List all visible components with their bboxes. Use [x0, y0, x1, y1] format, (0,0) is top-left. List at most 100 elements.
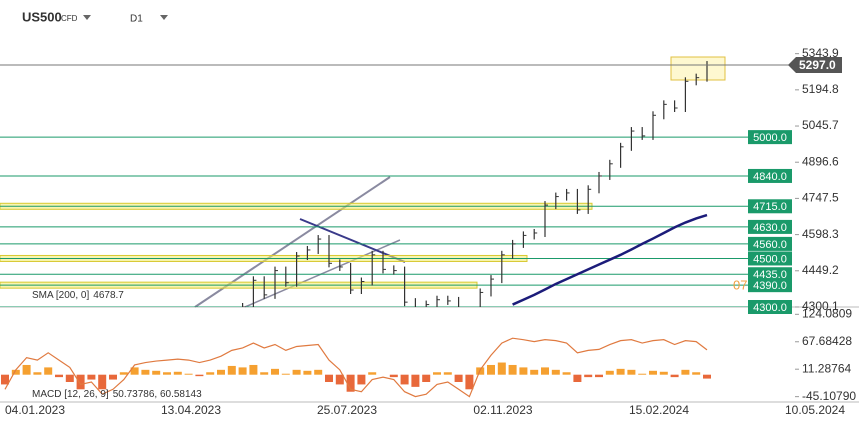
- x-tick-label: 25.07.2023: [317, 403, 377, 417]
- sma-name: SMA [200, 0]: [32, 290, 89, 301]
- timeframe-dropdown[interactable]: [160, 15, 168, 20]
- y-tick-label: 5045.7: [802, 118, 839, 132]
- macd-bar: [508, 364, 517, 375]
- macd-bar: [670, 374, 679, 378]
- timeframe[interactable]: D1: [130, 14, 143, 25]
- macd-bar: [465, 374, 474, 390]
- macd-bar: [411, 374, 420, 387]
- macd-bar: [195, 374, 204, 377]
- level-label-box: [748, 251, 792, 266]
- macd-legend: MACD [12, 26, 9] 50.73786, 60.58143: [32, 389, 202, 400]
- macd-name: MACD [12, 26, 9]: [32, 389, 109, 400]
- level-label: 4840.0: [753, 171, 787, 183]
- macd-bar: [44, 367, 53, 375]
- y-tick-label: 4598.3: [802, 227, 839, 241]
- macd-bar: [692, 372, 701, 375]
- current-label: 5297.0: [799, 58, 836, 72]
- y-tick-label: 5343.9: [802, 46, 839, 60]
- level-label-box: [748, 199, 792, 214]
- macd-bar: [271, 368, 279, 375]
- macd-value: 50.73786, 60.58143: [113, 389, 202, 400]
- highlight-box: [670, 56, 726, 81]
- macd-bar: [551, 369, 560, 375]
- macd-bar: [659, 371, 668, 375]
- symbol[interactable]: US500: [22, 9, 62, 24]
- macd-bar: [487, 364, 495, 375]
- macd-bar: [119, 372, 128, 375]
- macd-bar: [562, 372, 571, 375]
- level-label-box: [748, 219, 792, 234]
- x-tick-label: 15.02.2024: [629, 403, 689, 417]
- macd-bar: [368, 372, 377, 375]
- macd-bar: [400, 374, 409, 385]
- macd-bar: [605, 370, 614, 375]
- macd-bar: [173, 371, 182, 375]
- macd-bar: [98, 374, 107, 390]
- y-tick-label: 5194.8: [802, 82, 839, 96]
- macd-bar: [346, 374, 355, 392]
- macd-bar: [22, 364, 31, 375]
- macd-y-tick-label: -45.10790: [802, 389, 856, 403]
- macd-bar: [519, 367, 528, 375]
- x-tick-label: 02.11.2023: [473, 403, 532, 417]
- macd-bar: [238, 367, 247, 375]
- y-tick-label: 4449.2: [802, 263, 839, 277]
- macd-bar: [303, 370, 312, 375]
- macd-bar: [163, 372, 171, 375]
- macd-y-tick-label: 67.68428: [802, 334, 852, 348]
- macd-bar: [206, 372, 215, 375]
- macd-bar: [65, 374, 74, 382]
- level-label: 5000.0: [753, 132, 787, 144]
- trend-channel: [244, 239, 401, 308]
- macd-bar: [584, 374, 593, 378]
- macd-bar: [109, 374, 117, 380]
- macd-bar: [249, 364, 258, 375]
- macd-bar: [616, 368, 625, 375]
- macd-bar: [260, 372, 269, 375]
- macd-bar: [595, 374, 603, 378]
- macd-bar: [627, 369, 636, 375]
- macd-y-tick-label: 124.0809: [802, 306, 852, 320]
- sma-value: 4678.7: [93, 290, 124, 301]
- symbol-dropdown[interactable]: [83, 15, 91, 20]
- annotation: 07: [733, 278, 747, 293]
- level-label-box: [748, 168, 792, 183]
- level-label: 4715.0: [753, 201, 787, 213]
- macd-bar: [389, 374, 398, 378]
- macd-bar: [541, 367, 549, 375]
- level-label: 4500.0: [753, 253, 787, 265]
- level-label-box: [748, 236, 792, 251]
- level-label-box: [748, 300, 792, 314]
- macd-bar: [335, 374, 344, 385]
- current-label-box: [788, 57, 842, 74]
- macd-bar: [314, 369, 323, 375]
- level-label: 4390.0: [753, 280, 787, 292]
- symbol-kind: CFD: [61, 14, 78, 23]
- price-layer: [0, 61, 790, 307]
- x-tick-label: 13.04.2023: [161, 403, 221, 417]
- macd-bar: [422, 374, 431, 382]
- macd-bar: [703, 374, 711, 379]
- macd-bar: [55, 374, 63, 378]
- macd-bar: [292, 369, 301, 375]
- macd-bar: [433, 372, 441, 375]
- sma-legend: SMA [200, 0] 4678.7: [32, 290, 124, 301]
- x-tick-label: 04.01.2023: [5, 403, 65, 417]
- y-tick-label: 4896.6: [802, 154, 839, 168]
- macd-bar: [130, 367, 139, 375]
- macd-bar: [530, 369, 539, 375]
- sma-line: [512, 213, 708, 306]
- macd-bar: [573, 374, 582, 382]
- macd-bar: [11, 369, 20, 375]
- macd-bar: [1, 374, 9, 385]
- level-label: 4435.0: [753, 269, 787, 281]
- macd-bar: [141, 369, 150, 375]
- y-tick-label: 4300.1: [802, 299, 839, 313]
- macd-bar: [33, 372, 42, 375]
- macd-bar: [443, 372, 452, 375]
- macd-bar: [227, 365, 236, 375]
- macd-y-tick-label: 11.28764: [802, 361, 851, 375]
- trend-line: [299, 218, 406, 263]
- macd-bar: [497, 362, 506, 375]
- macd-bar: [281, 373, 290, 375]
